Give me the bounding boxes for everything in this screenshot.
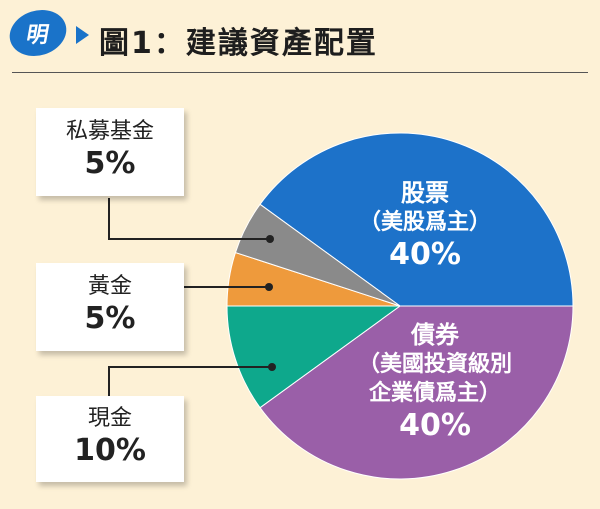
bonds-value: 40% xyxy=(399,408,471,443)
cash-name: 現金 xyxy=(87,406,132,431)
header-divider xyxy=(12,72,588,73)
gold-value: 5% xyxy=(84,301,136,336)
cash-leader-dot xyxy=(268,363,276,371)
stocks-slice xyxy=(259,132,574,307)
bonds-sub2: 企業債爲主） xyxy=(368,381,501,406)
private-leader-horizontal xyxy=(108,238,270,240)
private-fund-value: 5% xyxy=(84,146,136,181)
private-fund-slice xyxy=(234,203,401,307)
bonds-label: 債券 （美國投資級別 企業債爲主） 40% xyxy=(330,320,540,444)
cash-leader-vertical xyxy=(108,366,110,396)
gold-callout: 黃金 5% xyxy=(36,263,184,351)
private-leader-vertical xyxy=(108,198,110,239)
private-fund-name: 私募基金 xyxy=(65,119,154,144)
gold-leader-dot xyxy=(265,283,273,291)
cash-callout: 現金 10% xyxy=(36,396,184,482)
stocks-value: 40% xyxy=(389,237,461,272)
private-fund-callout: 私募基金 5% xyxy=(36,108,184,196)
gold-name: 黃金 xyxy=(87,274,132,299)
stocks-sub: （美股爲主） xyxy=(358,210,491,235)
cash-value: 10% xyxy=(74,433,146,468)
cash-slice xyxy=(226,305,402,409)
stocks-name: 股票 xyxy=(401,179,449,207)
arrow-icon xyxy=(76,26,89,44)
bonds-sub1: （美國投資級別 xyxy=(357,352,512,377)
private-leader-dot xyxy=(266,235,274,243)
cash-leader-horizontal xyxy=(108,366,272,368)
stocks-label: 股票 （美股爲主） 40% xyxy=(330,178,520,273)
gold-leader xyxy=(183,286,269,288)
bonds-slice xyxy=(259,305,574,480)
bonds-name: 債券 xyxy=(411,321,459,349)
page-title: 圖1：建議資產配置 xyxy=(99,26,378,61)
header: 明 圖1：建議資產配置 xyxy=(0,0,600,76)
